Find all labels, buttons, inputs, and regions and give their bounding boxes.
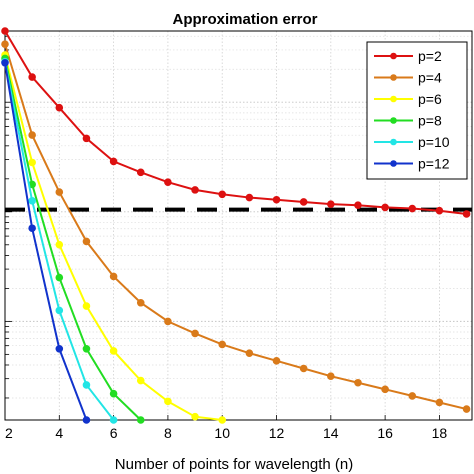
data-point [354, 378, 362, 387]
y-axis-ticks [5, 35, 12, 399]
data-point [55, 306, 64, 315]
legend-marker [390, 117, 397, 124]
data-point [109, 157, 118, 166]
data-point [55, 344, 64, 353]
data-point [109, 389, 118, 398]
legend-marker [390, 74, 397, 81]
data-point [55, 273, 64, 282]
x-axis-label: Number of points for wavelength (n) [115, 456, 353, 473]
data-point [82, 344, 91, 353]
data-point [164, 397, 172, 406]
legend-marker [390, 160, 397, 167]
legend-label: p=2 [418, 48, 442, 64]
legend-marker [390, 95, 397, 103]
data-point [218, 416, 227, 424]
data-point [164, 178, 172, 187]
data-point [245, 193, 254, 202]
data-point [164, 317, 172, 326]
data-point [1, 40, 9, 48]
legend-item: p=12 [374, 156, 450, 172]
data-point [408, 392, 417, 400]
data-point [299, 198, 308, 206]
legend-item: p=4 [374, 70, 442, 86]
x-tick-label: 4 [55, 425, 63, 441]
legend-item: p=6 [374, 91, 442, 107]
data-point [82, 302, 91, 310]
data-point [272, 195, 281, 204]
data-point [435, 398, 444, 407]
data-point [435, 206, 444, 215]
x-tick-label: 12 [269, 425, 285, 441]
data-point [462, 210, 471, 218]
data-point [28, 197, 36, 205]
legend-item: p=2 [374, 48, 442, 64]
data-point [191, 412, 199, 421]
data-point [327, 200, 335, 208]
legend-box [366, 41, 468, 180]
data-point [327, 372, 335, 380]
data-point [408, 204, 417, 213]
x-tick-label: 16 [377, 425, 393, 441]
x-axis-ticks: 2 4 6 8 10 12 14 16 18 [4, 415, 448, 441]
data-point [136, 298, 145, 307]
data-point [55, 103, 64, 112]
data-point [191, 329, 199, 338]
data-point [28, 131, 36, 139]
data-point [82, 134, 91, 143]
data-point [136, 416, 145, 424]
data-point [82, 237, 91, 246]
legend-marker [390, 138, 397, 146]
data-point [136, 168, 145, 177]
data-point [245, 349, 254, 357]
series-line [4, 30, 467, 215]
data-point [82, 381, 91, 389]
legend-item: p=10 [374, 134, 450, 150]
x-tick-label: 6 [110, 425, 118, 441]
legend-label: p=6 [418, 91, 442, 107]
chart-title: Approximation error [172, 11, 317, 28]
data-point [381, 385, 389, 394]
series-p=4 [1, 40, 471, 413]
x-tick-label: 10 [214, 425, 230, 441]
data-point [381, 203, 389, 212]
data-point [1, 58, 9, 67]
x-tick-label: 18 [432, 425, 448, 441]
data-point [28, 224, 36, 233]
data-point [462, 405, 471, 413]
data-point [55, 188, 64, 196]
data-point [55, 240, 64, 249]
x-tick-label: 14 [323, 425, 339, 441]
legend-marker [390, 52, 397, 60]
plot-frame [4, 30, 473, 421]
series-p=2 [1, 27, 471, 218]
data-point [136, 376, 145, 385]
series-line [4, 58, 142, 421]
legend-label: p=4 [418, 70, 442, 86]
legend: p=2 p=4 p=6 p=8 p=10 p=12 [366, 41, 468, 180]
data-point [272, 357, 281, 365]
data-point [354, 201, 362, 210]
legend-item: p=8 [374, 113, 442, 129]
data-point [218, 340, 227, 349]
legend-label: p=8 [418, 113, 442, 129]
data-point [28, 158, 36, 167]
data-point [299, 364, 308, 373]
data-point [28, 73, 36, 81]
data-point [218, 190, 227, 199]
data-point [109, 347, 118, 355]
legend-label: p=12 [418, 156, 450, 172]
data-point [1, 27, 9, 35]
legend-label: p=10 [418, 134, 450, 150]
series-p=12 [1, 58, 91, 424]
x-tick-label: 2 [5, 425, 13, 441]
data-point [109, 272, 118, 281]
data-point [109, 416, 118, 424]
series-line [4, 43, 467, 411]
data-point [82, 416, 91, 424]
data-point [191, 186, 199, 194]
series-line [4, 62, 88, 421]
x-tick-label: 8 [164, 425, 172, 441]
